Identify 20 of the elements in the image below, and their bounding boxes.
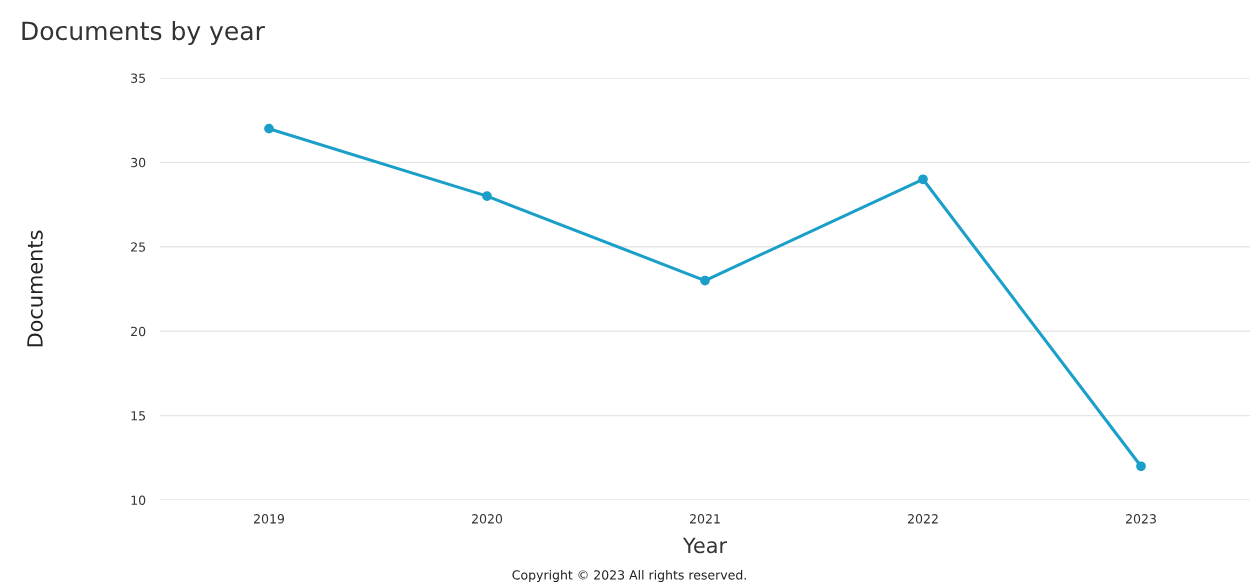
point <box>1136 461 1146 472</box>
x-tick-label: 2022 <box>908 514 938 524</box>
chart-title: Documents by year <box>22 20 265 46</box>
point <box>700 275 710 286</box>
y-tick-label: 15 <box>131 411 146 421</box>
point <box>264 123 274 134</box>
point <box>482 191 492 202</box>
x-tick-label: 2019 <box>254 514 285 524</box>
y-tick-label: 30 <box>131 157 146 168</box>
x-axis-title: Year <box>682 537 728 554</box>
y-axis-title: Documents <box>27 230 43 347</box>
point <box>918 174 928 185</box>
y-tick-label: 35 <box>131 73 146 83</box>
x-tick-label: 2023 <box>1126 514 1156 524</box>
x-tick-label: 2021 <box>690 514 720 524</box>
text: Copyright © 2023 All rights reserved. <box>512 569 746 583</box>
x-tick-label: 2020 <box>472 514 503 524</box>
y-tick-label: 10 <box>131 495 146 505</box>
y-tick-label: 25 <box>131 242 146 252</box>
y-tick-label: 20 <box>131 326 146 337</box>
